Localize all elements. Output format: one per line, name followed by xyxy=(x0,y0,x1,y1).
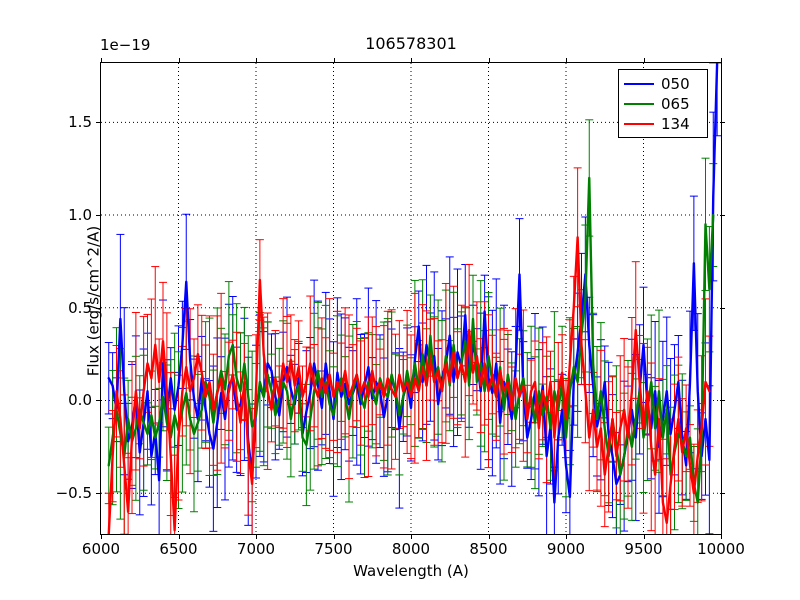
y-tick-label: 1.5 xyxy=(68,113,92,132)
x-tick-label: 10000 xyxy=(697,540,745,558)
y-tick-label: 0.5 xyxy=(68,298,92,317)
x-tick-mark xyxy=(643,534,645,539)
x-tick-mark-top xyxy=(101,58,102,63)
y-tick-label: −0.5 xyxy=(55,484,92,503)
y-tick-mark xyxy=(96,400,101,402)
legend-item-label: 050 xyxy=(661,74,690,93)
y-tick-mark xyxy=(96,493,101,495)
x-tick-mark xyxy=(488,534,490,539)
y-tick-mark-right xyxy=(720,215,725,217)
y-tick-mark-right xyxy=(720,493,725,495)
y-tick-mark xyxy=(96,307,101,309)
x-tick-mark xyxy=(178,534,180,539)
legend-swatch-icon xyxy=(624,103,654,105)
x-tick-label: 6000 xyxy=(81,540,121,558)
legend-swatch-icon xyxy=(624,83,654,85)
y-tick-mark-right xyxy=(720,307,725,309)
legend: 050 065 134 xyxy=(618,69,708,138)
x-tick-label: 9000 xyxy=(546,540,586,558)
x-tick-mark-top xyxy=(333,58,335,63)
x-tick-mark-top xyxy=(411,58,412,63)
x-tick-mark-top xyxy=(488,58,490,63)
y-tick-mark-right xyxy=(720,400,725,402)
series-line-134 xyxy=(107,236,711,534)
x-tick-label: 8500 xyxy=(469,540,508,558)
y-tick-mark-right xyxy=(720,122,725,124)
x-tick-mark-top xyxy=(643,58,645,63)
legend-item-065[interactable]: 065 xyxy=(624,94,702,114)
x-tick-mark xyxy=(333,534,335,539)
legend-item-134[interactable]: 134 xyxy=(624,114,702,134)
legend-item-label: 134 xyxy=(661,114,690,133)
y-tick-mark xyxy=(96,215,101,217)
x-tick-label: 8000 xyxy=(391,540,431,558)
x-tick-label: 6500 xyxy=(159,540,198,558)
y-tick-label: 1.0 xyxy=(68,206,92,225)
x-tick-mark xyxy=(411,534,412,539)
y-tick-label: 0.0 xyxy=(68,391,92,410)
x-tick-mark-top xyxy=(178,58,180,63)
legend-swatch-icon xyxy=(624,123,654,125)
legend-item-050[interactable]: 050 xyxy=(624,74,702,94)
spectrum-chart xyxy=(101,63,721,534)
x-tick-mark-top xyxy=(256,58,257,63)
x-tick-label: 7500 xyxy=(314,540,353,558)
x-tick-mark xyxy=(101,534,102,539)
x-tick-label: 7000 xyxy=(236,540,276,558)
x-tick-mark-top xyxy=(566,58,567,63)
x-axis-label: Wavelength (A) xyxy=(353,562,469,580)
plot-area xyxy=(100,62,722,535)
x-tick-mark xyxy=(721,534,722,539)
legend-item-label: 065 xyxy=(661,94,690,113)
page-title: 106578301 xyxy=(365,34,457,53)
x-tick-mark xyxy=(566,534,567,539)
x-tick-mark xyxy=(256,534,257,539)
x-tick-mark-top xyxy=(721,58,722,63)
y-tick-mark xyxy=(96,122,101,124)
y-axis-offset-text: 1e−19 xyxy=(100,36,151,54)
x-tick-label: 9500 xyxy=(624,540,663,558)
